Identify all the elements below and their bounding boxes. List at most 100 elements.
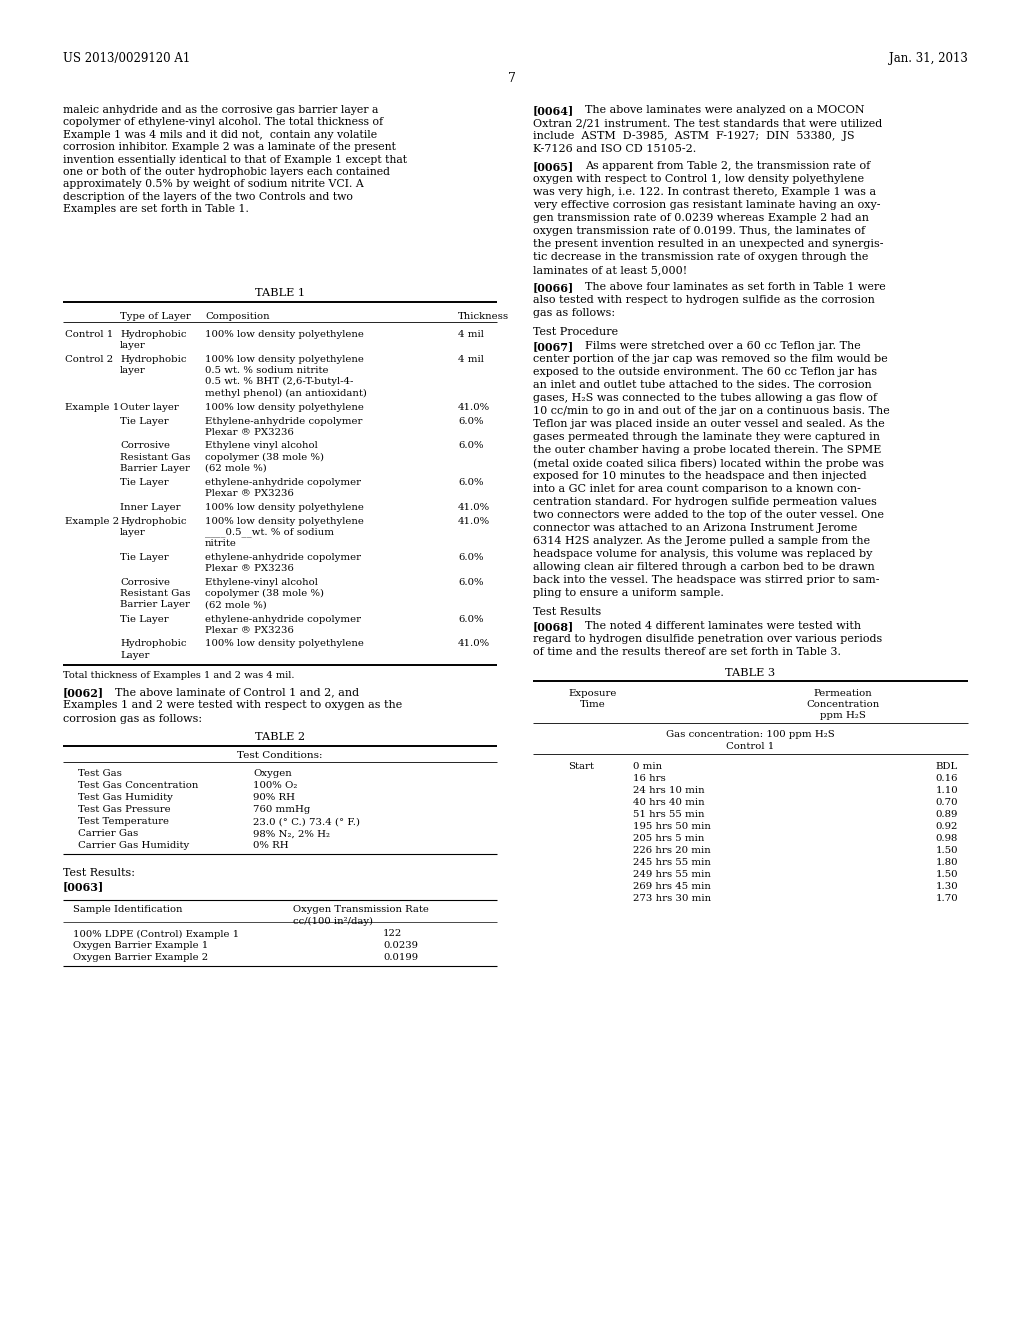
Text: Carrier Gas: Carrier Gas	[78, 829, 138, 838]
Text: 122: 122	[383, 929, 402, 939]
Text: BDL: BDL	[936, 762, 958, 771]
Text: corrosion gas as follows:: corrosion gas as follows:	[63, 714, 202, 723]
Text: Corrosive
Resistant Gas
Barrier Layer: Corrosive Resistant Gas Barrier Layer	[120, 441, 190, 473]
Text: Test Gas Concentration: Test Gas Concentration	[78, 781, 199, 791]
Text: of time and the results thereof are set forth in Table 3.: of time and the results thereof are set …	[534, 647, 841, 657]
Text: 100% low density polyethylene: 100% low density polyethylene	[205, 330, 364, 339]
Text: Example 2: Example 2	[65, 516, 119, 525]
Text: Test Gas Pressure: Test Gas Pressure	[78, 805, 171, 814]
Text: Inner Layer: Inner Layer	[120, 503, 180, 512]
Text: 6.0%: 6.0%	[458, 553, 483, 562]
Text: 6.0%: 6.0%	[458, 441, 483, 450]
Text: 4 mil: 4 mil	[458, 355, 484, 364]
Text: back into the vessel. The headspace was stirred prior to sam-: back into the vessel. The headspace was …	[534, 576, 880, 585]
Text: Test Gas Humidity: Test Gas Humidity	[78, 793, 173, 803]
Text: exposed for 10 minutes to the headspace and then injected: exposed for 10 minutes to the headspace …	[534, 471, 866, 480]
Text: 205 hrs 5 min: 205 hrs 5 min	[633, 834, 705, 843]
Text: Films were stretched over a 60 cc Teflon jar. The: Films were stretched over a 60 cc Teflon…	[585, 341, 861, 351]
Text: Sample Identification: Sample Identification	[73, 906, 182, 915]
Text: Examples 1 and 2 were tested with respect to oxygen as the: Examples 1 and 2 were tested with respec…	[63, 701, 402, 710]
Text: laminates of at least 5,000!: laminates of at least 5,000!	[534, 265, 687, 275]
Text: 245 hrs 55 min: 245 hrs 55 min	[633, 858, 711, 867]
Text: Tie Layer: Tie Layer	[120, 615, 169, 623]
Text: Tie Layer: Tie Layer	[120, 553, 169, 562]
Text: 1.70: 1.70	[935, 894, 958, 903]
Text: 0.98: 0.98	[936, 834, 958, 843]
Text: centration standard. For hydrogen sulfide permeation values: centration standard. For hydrogen sulfid…	[534, 498, 877, 507]
Text: exposed to the outside environment. The 60 cc Teflon jar has: exposed to the outside environment. The …	[534, 367, 878, 378]
Text: maleic anhydride and as the corrosive gas barrier layer a
copolymer of ethylene-: maleic anhydride and as the corrosive ga…	[63, 106, 407, 214]
Text: Oxygen Barrier Example 2: Oxygen Barrier Example 2	[73, 953, 208, 962]
Text: [0068]: [0068]	[534, 620, 574, 632]
Text: 1.10: 1.10	[935, 785, 958, 795]
Text: 0.16: 0.16	[936, 774, 958, 783]
Text: [0065]: [0065]	[534, 161, 574, 172]
Text: Hydrophobic
layer: Hydrophobic layer	[120, 355, 186, 375]
Text: Oxygen Barrier Example 1: Oxygen Barrier Example 1	[73, 941, 208, 950]
Text: Outer layer: Outer layer	[120, 403, 179, 412]
Text: center portion of the jar cap was removed so the film would be: center portion of the jar cap was remove…	[534, 354, 888, 364]
Text: Type of Layer: Type of Layer	[120, 312, 190, 321]
Text: Exposure
Time: Exposure Time	[568, 689, 617, 709]
Text: 41.0%: 41.0%	[458, 403, 490, 412]
Text: Example 1: Example 1	[65, 403, 119, 412]
Text: 40 hrs 40 min: 40 hrs 40 min	[633, 799, 705, 807]
Text: two connectors were added to the top of the outer vessel. One: two connectors were added to the top of …	[534, 510, 884, 520]
Text: Ethylene-anhydride copolymer
Plexar ® PX3236: Ethylene-anhydride copolymer Plexar ® PX…	[205, 417, 362, 437]
Text: TABLE 2: TABLE 2	[255, 733, 305, 742]
Text: 6.0%: 6.0%	[458, 615, 483, 623]
Text: 6.0%: 6.0%	[458, 478, 483, 487]
Text: 24 hrs 10 min: 24 hrs 10 min	[633, 785, 705, 795]
Text: 0.70: 0.70	[936, 799, 958, 807]
Text: The above laminate of Control 1 and 2, and: The above laminate of Control 1 and 2, a…	[115, 688, 359, 697]
Text: Oxygen: Oxygen	[253, 770, 292, 779]
Text: [0064]: [0064]	[534, 106, 574, 116]
Text: 98% N₂, 2% H₂: 98% N₂, 2% H₂	[253, 829, 330, 838]
Text: regard to hydrogen disulfide penetration over various periods: regard to hydrogen disulfide penetration…	[534, 634, 883, 644]
Text: The noted 4 different laminates were tested with: The noted 4 different laminates were tes…	[585, 620, 861, 631]
Text: Thickness: Thickness	[458, 312, 509, 321]
Text: 51 hrs 55 min: 51 hrs 55 min	[633, 810, 705, 818]
Text: Control 1: Control 1	[726, 742, 774, 751]
Text: 100% low density polyethylene
____0.5__wt. % of sodium
nitrite: 100% low density polyethylene ____0.5__w…	[205, 516, 364, 548]
Text: tic decrease in the transmission rate of oxygen through the: tic decrease in the transmission rate of…	[534, 252, 868, 261]
Text: oxygen transmission rate of 0.0199. Thus, the laminates of: oxygen transmission rate of 0.0199. Thus…	[534, 226, 865, 236]
Text: the present invention resulted in an unexpected and synergis-: the present invention resulted in an une…	[534, 239, 884, 249]
Text: 100% low density polyethylene: 100% low density polyethylene	[205, 403, 364, 412]
Text: 90% RH: 90% RH	[253, 793, 295, 803]
Text: 1.50: 1.50	[936, 846, 958, 855]
Text: 100% low density polyethylene
0.5 wt. % sodium nitrite
0.5 wt. % BHT (2,6-T-buty: 100% low density polyethylene 0.5 wt. % …	[205, 355, 367, 397]
Text: 4 mil: 4 mil	[458, 330, 484, 339]
Text: [0067]: [0067]	[534, 341, 574, 352]
Text: As apparent from Table 2, the transmission rate of: As apparent from Table 2, the transmissi…	[585, 161, 870, 172]
Text: connector was attached to an Arizona Instrument Jerome: connector was attached to an Arizona Ins…	[534, 523, 857, 533]
Text: Jan. 31, 2013: Jan. 31, 2013	[889, 51, 968, 65]
Text: 1.50: 1.50	[936, 870, 958, 879]
Text: 100% O₂: 100% O₂	[253, 781, 297, 791]
Text: the outer chamber having a probe located therein. The SPME: the outer chamber having a probe located…	[534, 445, 882, 455]
Text: ethylene-anhydride copolymer
Plexar ® PX3236: ethylene-anhydride copolymer Plexar ® PX…	[205, 615, 361, 635]
Text: 7: 7	[508, 73, 516, 84]
Text: ethylene-anhydride copolymer
Plexar ® PX3236: ethylene-anhydride copolymer Plexar ® PX…	[205, 553, 361, 573]
Text: gases, H₂S was connected to the tubes allowing a gas flow of: gases, H₂S was connected to the tubes al…	[534, 393, 877, 403]
Text: Tie Layer: Tie Layer	[120, 417, 169, 425]
Text: also tested with respect to hydrogen sulfide as the corrosion: also tested with respect to hydrogen sul…	[534, 294, 874, 305]
Text: Corrosive
Resistant Gas
Barrier Layer: Corrosive Resistant Gas Barrier Layer	[120, 578, 190, 610]
Text: gas as follows:: gas as follows:	[534, 308, 615, 318]
Text: Hydrophobic
layer: Hydrophobic layer	[120, 516, 186, 537]
Text: 6.0%: 6.0%	[458, 417, 483, 425]
Text: K-7126 and ISO CD 15105-2.: K-7126 and ISO CD 15105-2.	[534, 144, 696, 154]
Text: Tie Layer: Tie Layer	[120, 478, 169, 487]
Text: TABLE 1: TABLE 1	[255, 288, 305, 298]
Text: 23.0 (° C.) 73.4 (° F.): 23.0 (° C.) 73.4 (° F.)	[253, 817, 360, 826]
Text: [0063]: [0063]	[63, 882, 104, 892]
Text: 0.0239: 0.0239	[383, 941, 418, 950]
Text: 226 hrs 20 min: 226 hrs 20 min	[633, 846, 711, 855]
Text: headspace volume for analysis, this volume was replaced by: headspace volume for analysis, this volu…	[534, 549, 872, 558]
Text: 1.30: 1.30	[935, 882, 958, 891]
Text: Gas concentration: 100 ppm H₂S: Gas concentration: 100 ppm H₂S	[667, 730, 835, 739]
Text: 41.0%: 41.0%	[458, 503, 490, 512]
Text: Control 2: Control 2	[65, 355, 113, 364]
Text: Test Results:: Test Results:	[63, 867, 135, 878]
Text: Oxtran 2/21 instrument. The test standards that were utilized: Oxtran 2/21 instrument. The test standar…	[534, 117, 883, 128]
